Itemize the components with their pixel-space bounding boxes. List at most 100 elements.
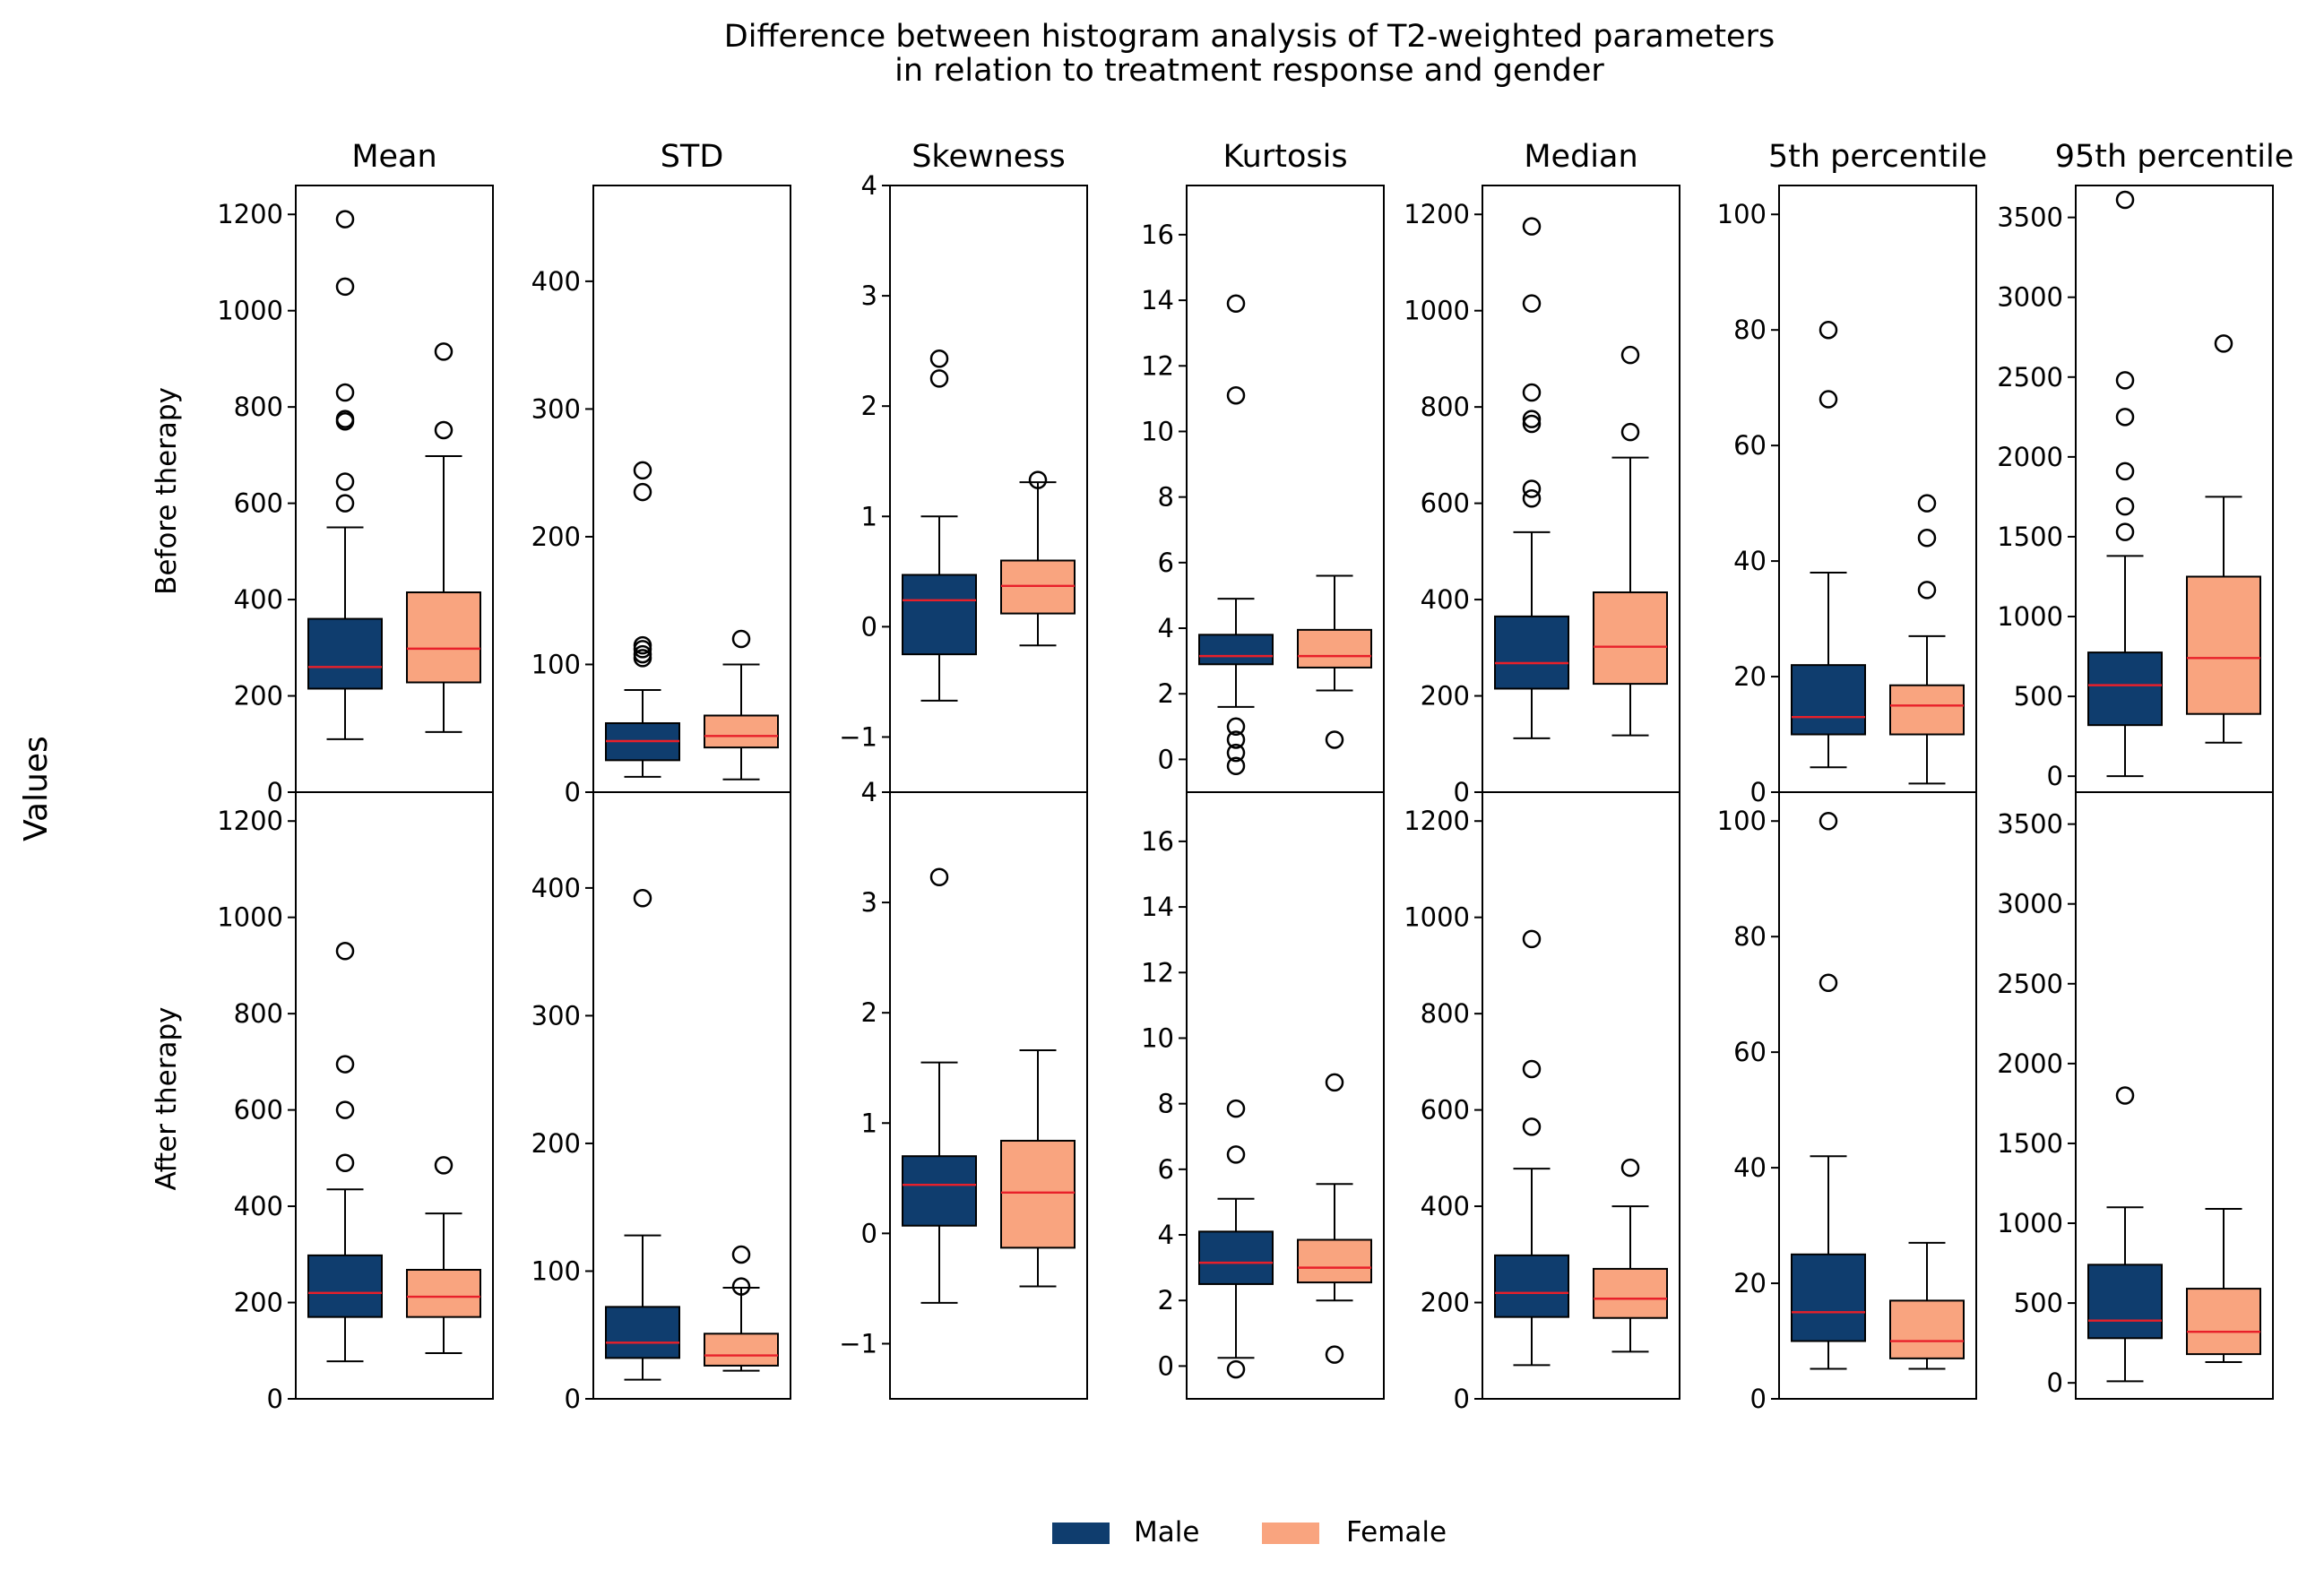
outlier-point [2115,496,2135,516]
y-tick-label: 0 [1454,1384,1470,1414]
box-iqr [704,1333,779,1367]
y-tick-label: 600 [234,1095,283,1126]
y-tick-label: 500 [2014,1288,2063,1318]
outlier-point [1522,1059,1542,1079]
outlier-point [1819,811,1838,831]
panel-skewness: Skewness −1 0 1 2 3 4 −1 0 1 2 3 4 [839,139,1088,1400]
box-male-std-before [605,461,680,778]
y-tick-label: 1200 [1404,199,1470,229]
box-female-mean-before [406,342,481,733]
y-tick-label: 100 [531,649,581,679]
box-iqr [406,1269,481,1318]
box-female-kurtosis-after [1297,1073,1372,1364]
box-female-median-before [1593,345,1668,737]
outlier-point [1620,422,1640,442]
y-tick-label: 3000 [1997,282,2063,313]
box-female-skewness-before [1000,470,1076,647]
box-iqr [307,1254,383,1318]
y-tick-label: 40 [1733,1152,1767,1183]
y-tick-label: 1000 [1997,601,2063,632]
subplot-mean-before: 0 200 400 600 800 1000 1200 [217,185,494,807]
subplot-5th-percentile-after: 0 20 40 60 80 100 [1717,791,1977,1414]
y-tick-label: 2 [1158,678,1174,709]
outlier-point [1522,414,1542,434]
outlier-point [1819,973,1838,993]
y-tick-label: 80 [1733,315,1767,345]
box-female-mean-after [406,1156,481,1354]
box-iqr [1297,628,1372,669]
subplot-median-after: 0 200 400 600 800 1000 1200 [1404,791,1680,1414]
y-tick-label: 400 [234,1191,283,1221]
outlier-point [1917,494,1937,513]
box-iqr [1593,1267,1668,1319]
box-iqr [902,1155,977,1227]
y-tick-label: 3500 [1997,203,2063,233]
outlier-point [1325,730,1344,749]
outlier-point [1917,529,1937,548]
box-male-skewness-after [902,867,977,1304]
y-tick-label: 1 [861,501,877,531]
outlier-point [1226,385,1246,405]
outlier-point [1522,410,1542,428]
y-tick-label: −1 [839,1328,877,1359]
outlier-point [1325,1073,1344,1092]
box-male-median-after [1494,929,1569,1367]
outlier-point [1620,345,1640,365]
outlier-point [1522,383,1542,402]
y-tick-label: 1500 [1997,1128,2063,1159]
outlier-point [2115,1086,2135,1105]
y-tick-label: 3500 [1997,809,2063,840]
y-tick-label: 100 [531,1255,581,1286]
y-axis-label: Values [18,736,55,841]
y-tick-label: 2 [1158,1285,1174,1316]
y-tick-label: 0 [861,1218,877,1248]
y-tick-label: 10 [1141,1022,1174,1053]
y-tick-label: 1000 [1997,1208,2063,1238]
y-tick-label: 3 [861,280,877,311]
axes-frame [1482,185,1680,793]
box-iqr [1494,1254,1569,1318]
outlier-point [335,1153,355,1172]
panel-95th-percentile: 95th percentile 0 500 1000 1500 2000 2500 3000 3… [1997,139,2294,1400]
outlier-point [731,1277,751,1296]
y-tick-label: 8 [1158,482,1174,513]
y-tick-label: 200 [531,1128,581,1159]
y-tick-label: 1000 [217,902,283,933]
outlier-point [1522,217,1542,236]
outlier-point [731,629,751,649]
subplot-kurtosis-after: 0 2 4 6 8 10 12 14 16 [1141,791,1385,1400]
y-tick-label: 2500 [1997,362,2063,392]
outlier-point [2214,334,2233,353]
y-tick-label: 1000 [217,296,283,326]
y-tick-label: 3 [861,887,877,918]
y-tick-label: 500 [2014,681,2063,712]
box-female-5th-percentile-before [1889,494,1965,785]
y-tick-label: 600 [1421,1095,1470,1126]
y-tick-label: 1000 [1404,902,1470,933]
outlier-point [335,410,355,428]
y-tick-label: 2 [861,997,877,1028]
y-tick-label: 20 [1733,661,1767,692]
box-iqr [704,714,779,749]
outlier-point [1819,320,1838,340]
outlier-point [1522,294,1542,313]
box-iqr [2087,651,2163,727]
box-iqr [1889,684,1965,736]
axes-frame [889,791,1088,1400]
outlier-point [335,1100,355,1119]
axes-frame [889,185,1088,793]
y-tick-label: 60 [1733,1037,1767,1067]
y-tick-label: 4 [861,777,877,807]
y-tick-label: 0 [267,777,283,807]
outlier-point [2115,408,2135,427]
outlier-point [2115,190,2135,210]
box-male-std-after [605,889,680,1381]
y-tick-label: 1000 [1404,296,1470,326]
box-female-median-after [1593,1158,1668,1353]
axes-frame [1482,791,1680,1400]
panel-title-skewness: Skewness [911,139,1066,175]
y-tick-label: 800 [234,392,283,422]
y-tick-label: 1200 [217,806,283,836]
